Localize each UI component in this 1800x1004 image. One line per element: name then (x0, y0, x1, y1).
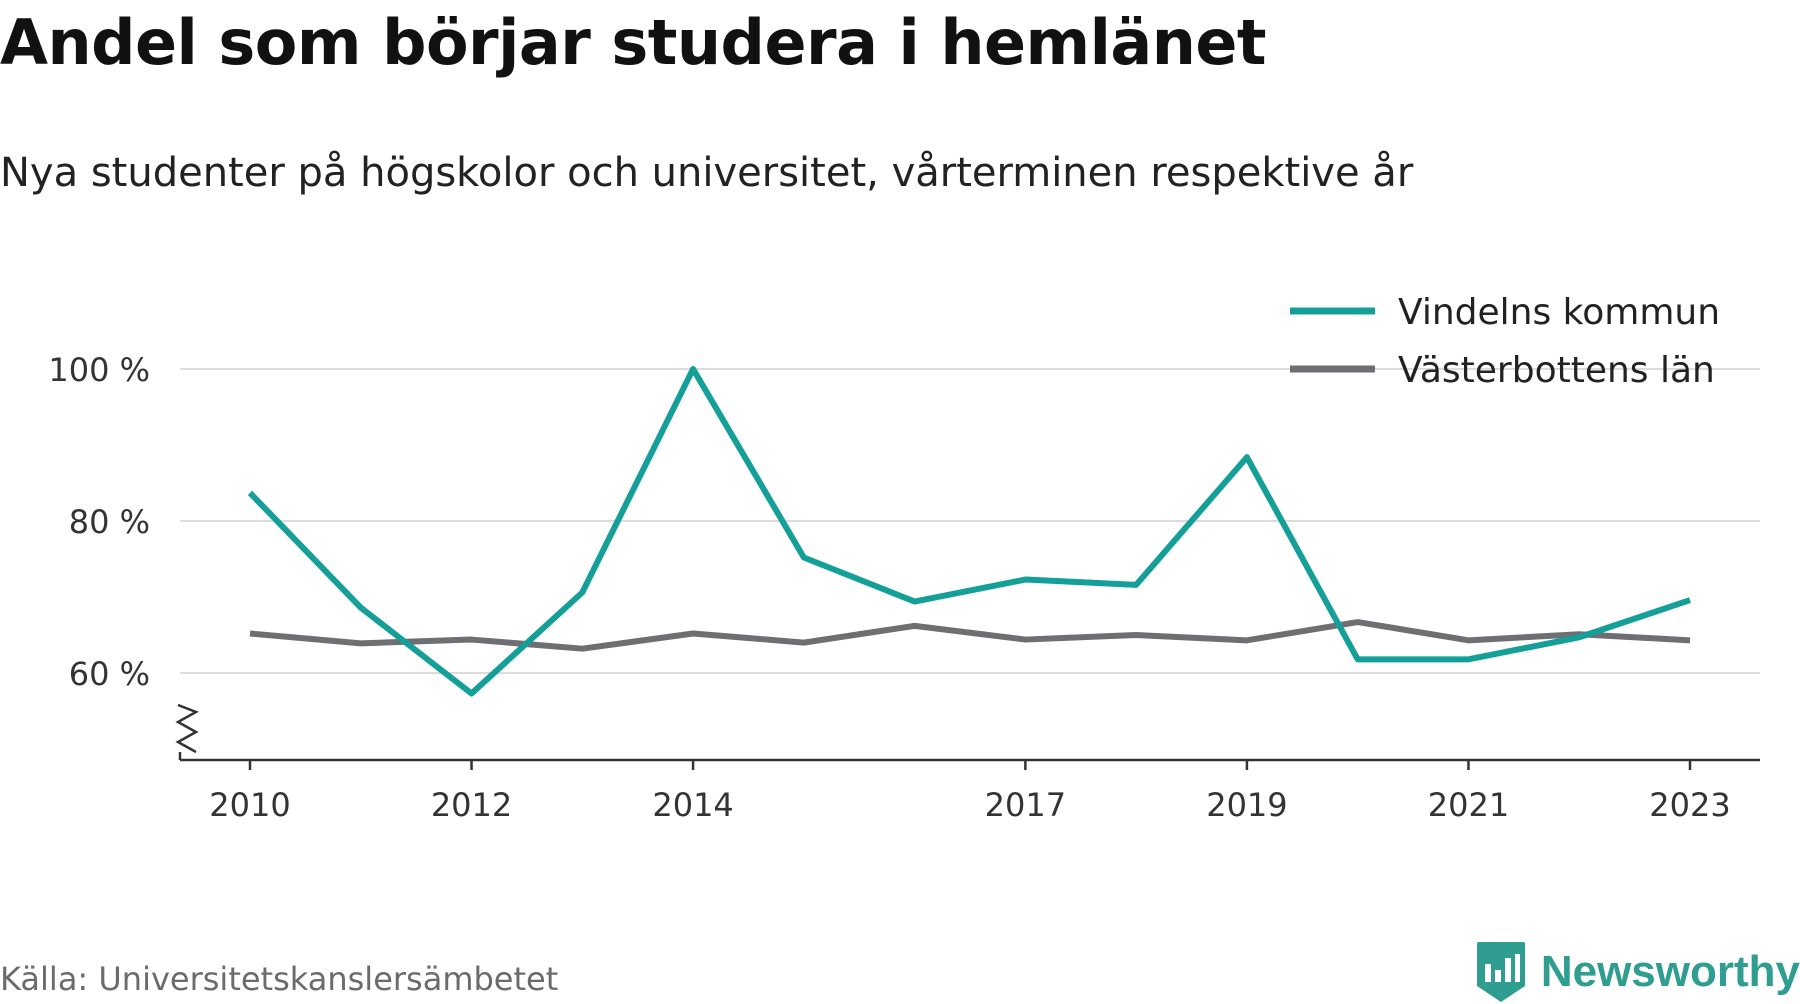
series-lines (247, 366, 1691, 697)
legend: Vindelns kommun Västerbottens län (1290, 292, 1720, 391)
legend-label-0: Vindelns kommun (1398, 292, 1720, 333)
x-tick-label-2014: 2014 (652, 786, 733, 824)
gridlines (180, 368, 1760, 674)
series-line-0 (247, 366, 1691, 697)
x-tick-label-2010: 2010 (209, 786, 290, 824)
chart-title: Andel som börjar studera i hemlänet (0, 6, 1267, 79)
brand-name: Newsworthy (1540, 947, 1800, 996)
series-line-1 (249, 619, 1691, 652)
brand-logo: Newsworthy (1475, 940, 1800, 1004)
legend-label-1: Västerbottens län (1398, 350, 1715, 391)
y-tick-label-60: 60 % (69, 655, 150, 693)
x-tick-label-2017: 2017 (985, 786, 1066, 824)
source-note: Källa: Universitetskanslersämbetet (0, 960, 559, 998)
x-tick-label-2021: 2021 (1428, 786, 1509, 824)
y-axis-tick-labels: 60 % 80 % 100 % (48, 351, 150, 693)
chart-subtitle: Nya studenter på högskolor och universit… (0, 150, 1414, 196)
newsworthy-logo-icon (1476, 942, 1525, 1002)
y-tick-label-100: 100 % (48, 351, 150, 389)
x-tick-label-2012: 2012 (431, 786, 512, 824)
y-tick-label-80: 80 % (69, 503, 150, 541)
x-tick-label-2023: 2023 (1649, 786, 1730, 824)
x-axis: 2010 2012 2014 2017 2019 2021 2023 (175, 703, 1760, 824)
y-axis-break-mark (175, 703, 199, 754)
x-tick-label-2019: 2019 (1206, 786, 1287, 824)
